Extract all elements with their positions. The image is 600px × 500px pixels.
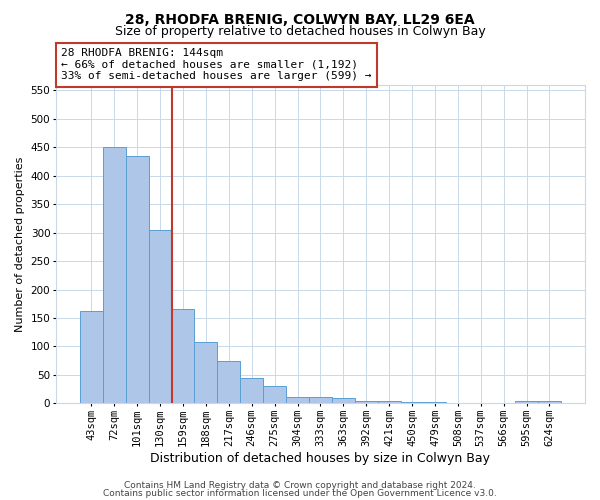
Bar xyxy=(103,147,126,404)
Bar xyxy=(377,401,401,404)
Bar xyxy=(240,378,263,404)
Text: Contains public sector information licensed under the Open Government Licence v3: Contains public sector information licen… xyxy=(103,488,497,498)
Bar xyxy=(172,309,194,404)
Bar xyxy=(355,400,377,404)
Bar xyxy=(446,403,469,404)
Bar xyxy=(538,401,561,404)
Bar xyxy=(80,310,103,404)
Y-axis label: Number of detached properties: Number of detached properties xyxy=(15,156,25,332)
Bar xyxy=(469,403,492,404)
Bar xyxy=(149,230,172,404)
Text: Contains HM Land Registry data © Crown copyright and database right 2024.: Contains HM Land Registry data © Crown c… xyxy=(124,481,476,490)
Text: 28 RHODFA BRENIG: 144sqm
← 66% of detached houses are smaller (1,192)
33% of sem: 28 RHODFA BRENIG: 144sqm ← 66% of detach… xyxy=(61,48,371,82)
Bar xyxy=(263,386,286,404)
Bar xyxy=(424,402,446,404)
Text: 28, RHODFA BRENIG, COLWYN BAY, LL29 6EA: 28, RHODFA BRENIG, COLWYN BAY, LL29 6EA xyxy=(125,12,475,26)
Bar xyxy=(126,156,149,404)
Bar xyxy=(194,342,217,404)
Bar xyxy=(401,402,424,404)
Bar xyxy=(332,398,355,404)
Bar xyxy=(492,403,515,404)
Bar xyxy=(515,401,538,404)
Bar xyxy=(286,397,309,404)
Text: Size of property relative to detached houses in Colwyn Bay: Size of property relative to detached ho… xyxy=(115,25,485,38)
Bar xyxy=(217,362,240,404)
X-axis label: Distribution of detached houses by size in Colwyn Bay: Distribution of detached houses by size … xyxy=(151,452,490,465)
Bar xyxy=(309,397,332,404)
